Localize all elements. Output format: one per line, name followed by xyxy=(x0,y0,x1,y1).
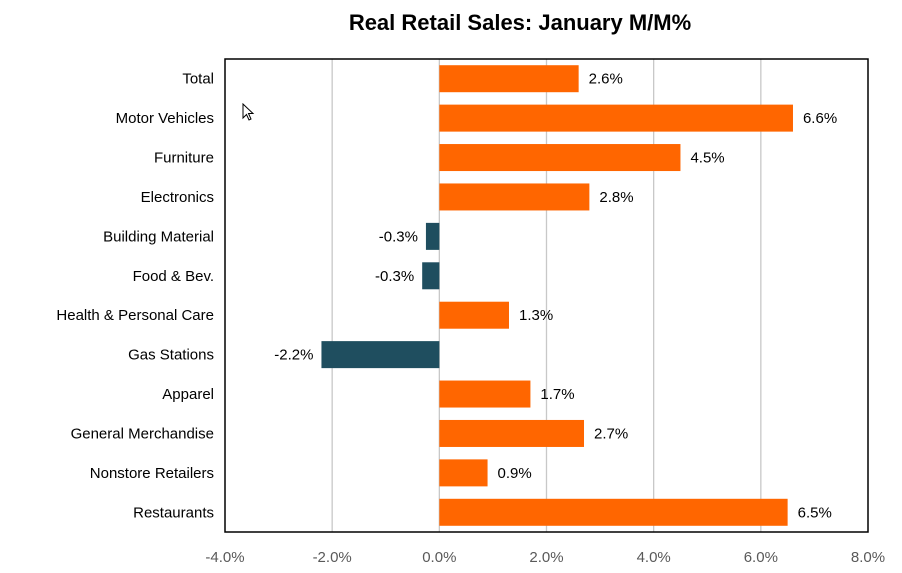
data-label: 6.6% xyxy=(803,110,837,127)
data-label: -0.3% xyxy=(375,268,414,285)
data-label: -0.3% xyxy=(379,228,418,245)
x-tick-label: 8.0% xyxy=(851,549,885,566)
x-tick-labels: -4.0% -2.0% 0.0% 2.0% 4.0% 6.0% 8.0% xyxy=(205,549,885,566)
bar xyxy=(439,144,681,172)
bar xyxy=(439,301,509,329)
bar xyxy=(439,459,488,487)
bars: 2.6% 6.6% 4.5% 2.8% -0.3% -0.3% 1.3% -2.2% 1.7% 2… xyxy=(274,65,837,526)
data-label: 2.8% xyxy=(599,189,633,206)
data-label: 1.3% xyxy=(519,307,553,324)
x-tick-label: 4.0% xyxy=(637,549,671,566)
category-label: Total xyxy=(182,71,214,88)
category-label: General Merchandise xyxy=(71,425,214,442)
data-label: 2.7% xyxy=(594,425,628,442)
bar xyxy=(439,380,531,408)
category-label: Building Material xyxy=(103,228,214,245)
gridlines xyxy=(331,59,762,532)
x-tick-label: -4.0% xyxy=(205,549,244,566)
category-label: Health & Personal Care xyxy=(56,307,214,324)
chart-title: Real Retail Sales: January M/M% xyxy=(349,10,691,35)
data-label: -2.2% xyxy=(274,347,313,364)
category-label: Apparel xyxy=(162,386,214,403)
data-label: 0.9% xyxy=(498,465,532,482)
bar xyxy=(439,104,793,132)
bar xyxy=(439,419,585,447)
bar xyxy=(439,498,788,526)
bar xyxy=(321,341,440,369)
x-tick-label: 0.0% xyxy=(422,549,456,566)
x-tick-label: 6.0% xyxy=(744,549,778,566)
data-label: 1.7% xyxy=(540,386,574,403)
bar xyxy=(422,262,440,290)
plot-area-border xyxy=(224,58,869,533)
x-tick-label: 2.0% xyxy=(529,549,563,566)
category-label: Nonstore Retailers xyxy=(90,465,214,482)
category-label: Electronics xyxy=(141,189,214,206)
bar xyxy=(425,222,440,250)
category-label: Motor Vehicles xyxy=(116,110,214,127)
data-label: 6.5% xyxy=(798,504,832,521)
data-label: 2.6% xyxy=(589,71,623,88)
category-label: Food & Bev. xyxy=(133,268,214,285)
category-label: Furniture xyxy=(154,150,214,167)
bar xyxy=(439,65,579,93)
x-tick-label: -2.0% xyxy=(313,549,352,566)
bar xyxy=(439,183,590,211)
category-label: Gas Stations xyxy=(128,347,214,364)
category-label: Restaurants xyxy=(133,504,214,521)
data-label: 4.5% xyxy=(690,150,724,167)
mouse-cursor-icon xyxy=(242,103,255,121)
category-labels: Total Motor Vehicles Furniture Electronics B… xyxy=(56,71,214,522)
